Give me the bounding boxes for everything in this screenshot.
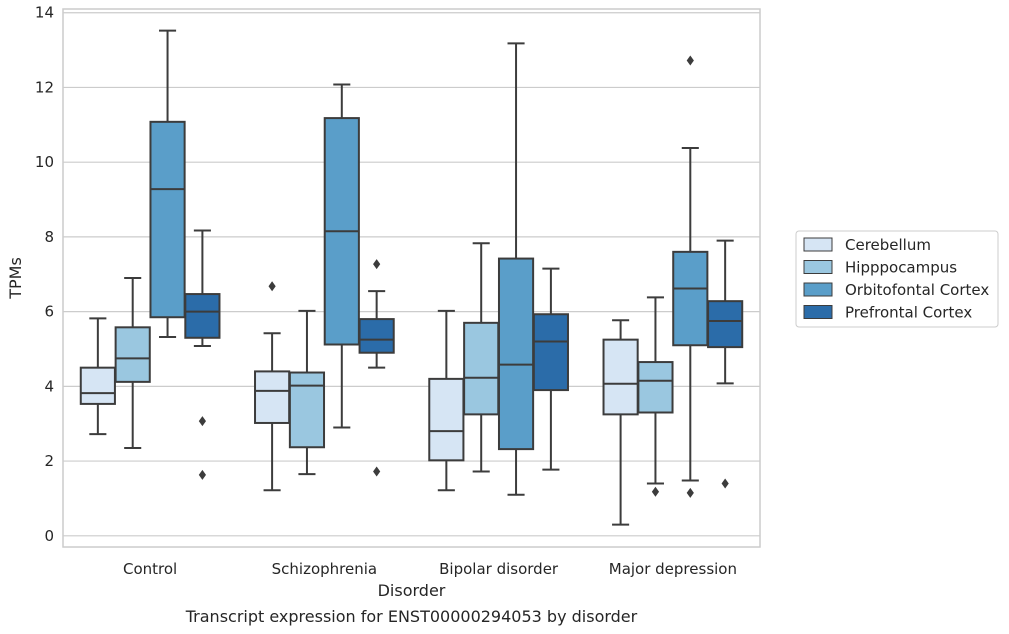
box-1-1 (288, 309, 326, 476)
outlier-point (686, 55, 694, 66)
box-iqr (637, 361, 674, 414)
x-axis-label: Disorder (378, 581, 446, 600)
legend: Cerebellum Hipppocampus Orbitofontal Corte… (795, 230, 999, 328)
box-2-3 (532, 267, 569, 471)
boxes (79, 29, 744, 526)
box-iqr (79, 366, 116, 405)
y-tick-label-14: 14 (35, 4, 54, 22)
x-axis-ticks: Control Schizophrenia Bipolar disorder Majo… (123, 560, 737, 578)
box-iqr (463, 321, 500, 416)
y-tick-label-4: 4 (44, 377, 54, 395)
y-tick-label-8: 8 (44, 228, 54, 246)
box-iqr (358, 318, 395, 354)
chart-title: Transcript expression for ENST0000029405… (185, 607, 638, 626)
legend-label-0: Cerebellum (845, 236, 931, 254)
box-3-2 (672, 55, 709, 498)
box-3-0 (602, 319, 639, 526)
box-3-3 (707, 239, 744, 489)
legend-swatch-0 (803, 237, 833, 252)
outlier-point (651, 486, 660, 497)
box-0-1 (114, 277, 151, 449)
box-iqr (428, 377, 465, 462)
box-iqr (254, 370, 291, 424)
legend-items: Cerebellum Hipppocampus Orbitofontal Corte… (803, 236, 989, 322)
box-0-0 (79, 317, 116, 436)
x-tick-label-2: Bipolar disorder (439, 560, 559, 578)
box-iqr (602, 338, 639, 416)
y-tick-label-12: 12 (35, 78, 54, 96)
outlier-point (686, 487, 694, 498)
box-iqr (532, 313, 569, 392)
x-tick-label-3: Major depression (609, 560, 737, 578)
box-0-3 (184, 229, 221, 480)
outlier-point (268, 281, 276, 292)
box-iqr (672, 250, 709, 347)
y-tick-label-6: 6 (44, 303, 54, 321)
outlier-point (373, 259, 381, 270)
y-tick-label-10: 10 (35, 153, 54, 171)
legend-swatch-2 (803, 282, 833, 297)
legend-label-1: Hipppocampus (845, 259, 957, 277)
box-2-1 (463, 242, 500, 473)
outlier-point (198, 416, 206, 427)
y-tick-label-0: 0 (44, 527, 54, 545)
box-0-2 (149, 29, 186, 339)
legend-swatch-3 (803, 305, 833, 319)
legend-label-2: Orbitofontal Cortex (845, 281, 989, 299)
legend-swatch-1 (803, 260, 833, 274)
x-tick-label-0: Control (123, 560, 177, 578)
outlier-point (373, 466, 381, 477)
box-iqr (288, 371, 326, 449)
y-axis-ticks: 0 2 4 6 8 10 12 14 (35, 4, 54, 545)
box-1-3 (358, 259, 395, 477)
outlier-point (198, 469, 206, 480)
plot-area-frame (62, 8, 761, 548)
box-iqr (149, 120, 186, 319)
box-2-2 (497, 42, 535, 496)
box-2-0 (428, 309, 465, 492)
box-iqr (114, 326, 151, 383)
box-1-2 (323, 83, 360, 429)
y-tick-label-2: 2 (44, 452, 54, 470)
box-3-1 (637, 296, 674, 497)
x-tick-label-1: Schizophrenia (272, 560, 377, 578)
y-axis-label: TPMs (6, 257, 25, 300)
box-iqr (707, 300, 744, 349)
box-iqr (497, 257, 535, 451)
outlier-point (721, 478, 729, 489)
box-1-0 (254, 281, 291, 492)
legend-frame (795, 230, 999, 328)
box-iqr (184, 293, 221, 339)
legend-label-3: Prefrontal Cortex (845, 304, 972, 322)
